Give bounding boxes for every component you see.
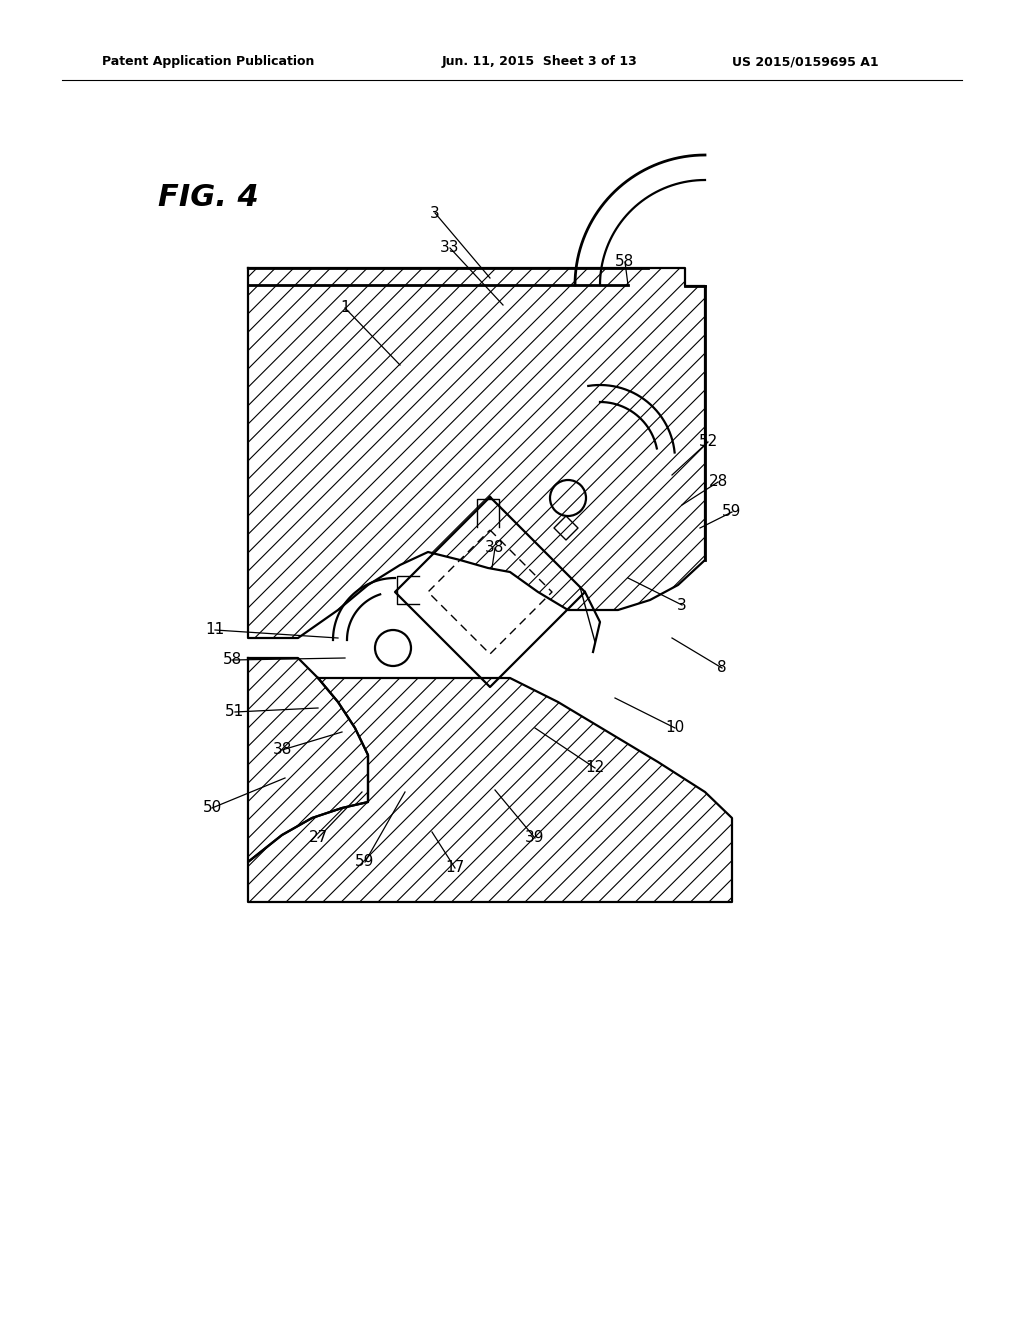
Text: 11: 11	[206, 623, 224, 638]
Text: 12: 12	[586, 760, 604, 776]
Text: 38: 38	[485, 540, 505, 556]
Text: Jun. 11, 2015  Sheet 3 of 13: Jun. 11, 2015 Sheet 3 of 13	[442, 55, 638, 69]
Text: 39: 39	[525, 830, 545, 846]
Text: 58: 58	[222, 652, 242, 668]
Text: 3: 3	[430, 206, 440, 220]
Text: 50: 50	[203, 800, 221, 816]
Text: 52: 52	[698, 434, 718, 450]
Text: 8: 8	[717, 660, 727, 676]
Text: 33: 33	[440, 240, 460, 256]
Text: 1: 1	[340, 301, 350, 315]
Text: Patent Application Publication: Patent Application Publication	[102, 55, 314, 69]
Text: 59: 59	[355, 854, 375, 870]
Text: 3: 3	[677, 598, 687, 612]
Text: 17: 17	[445, 861, 465, 875]
Text: 59: 59	[722, 504, 741, 520]
Text: 10: 10	[666, 721, 685, 735]
Text: FIG. 4: FIG. 4	[158, 183, 259, 213]
Text: US 2015/0159695 A1: US 2015/0159695 A1	[732, 55, 879, 69]
Text: 51: 51	[225, 705, 245, 719]
Text: 58: 58	[615, 255, 635, 269]
Text: 27: 27	[308, 830, 328, 846]
Text: 28: 28	[709, 474, 728, 490]
Text: 38: 38	[272, 742, 292, 758]
